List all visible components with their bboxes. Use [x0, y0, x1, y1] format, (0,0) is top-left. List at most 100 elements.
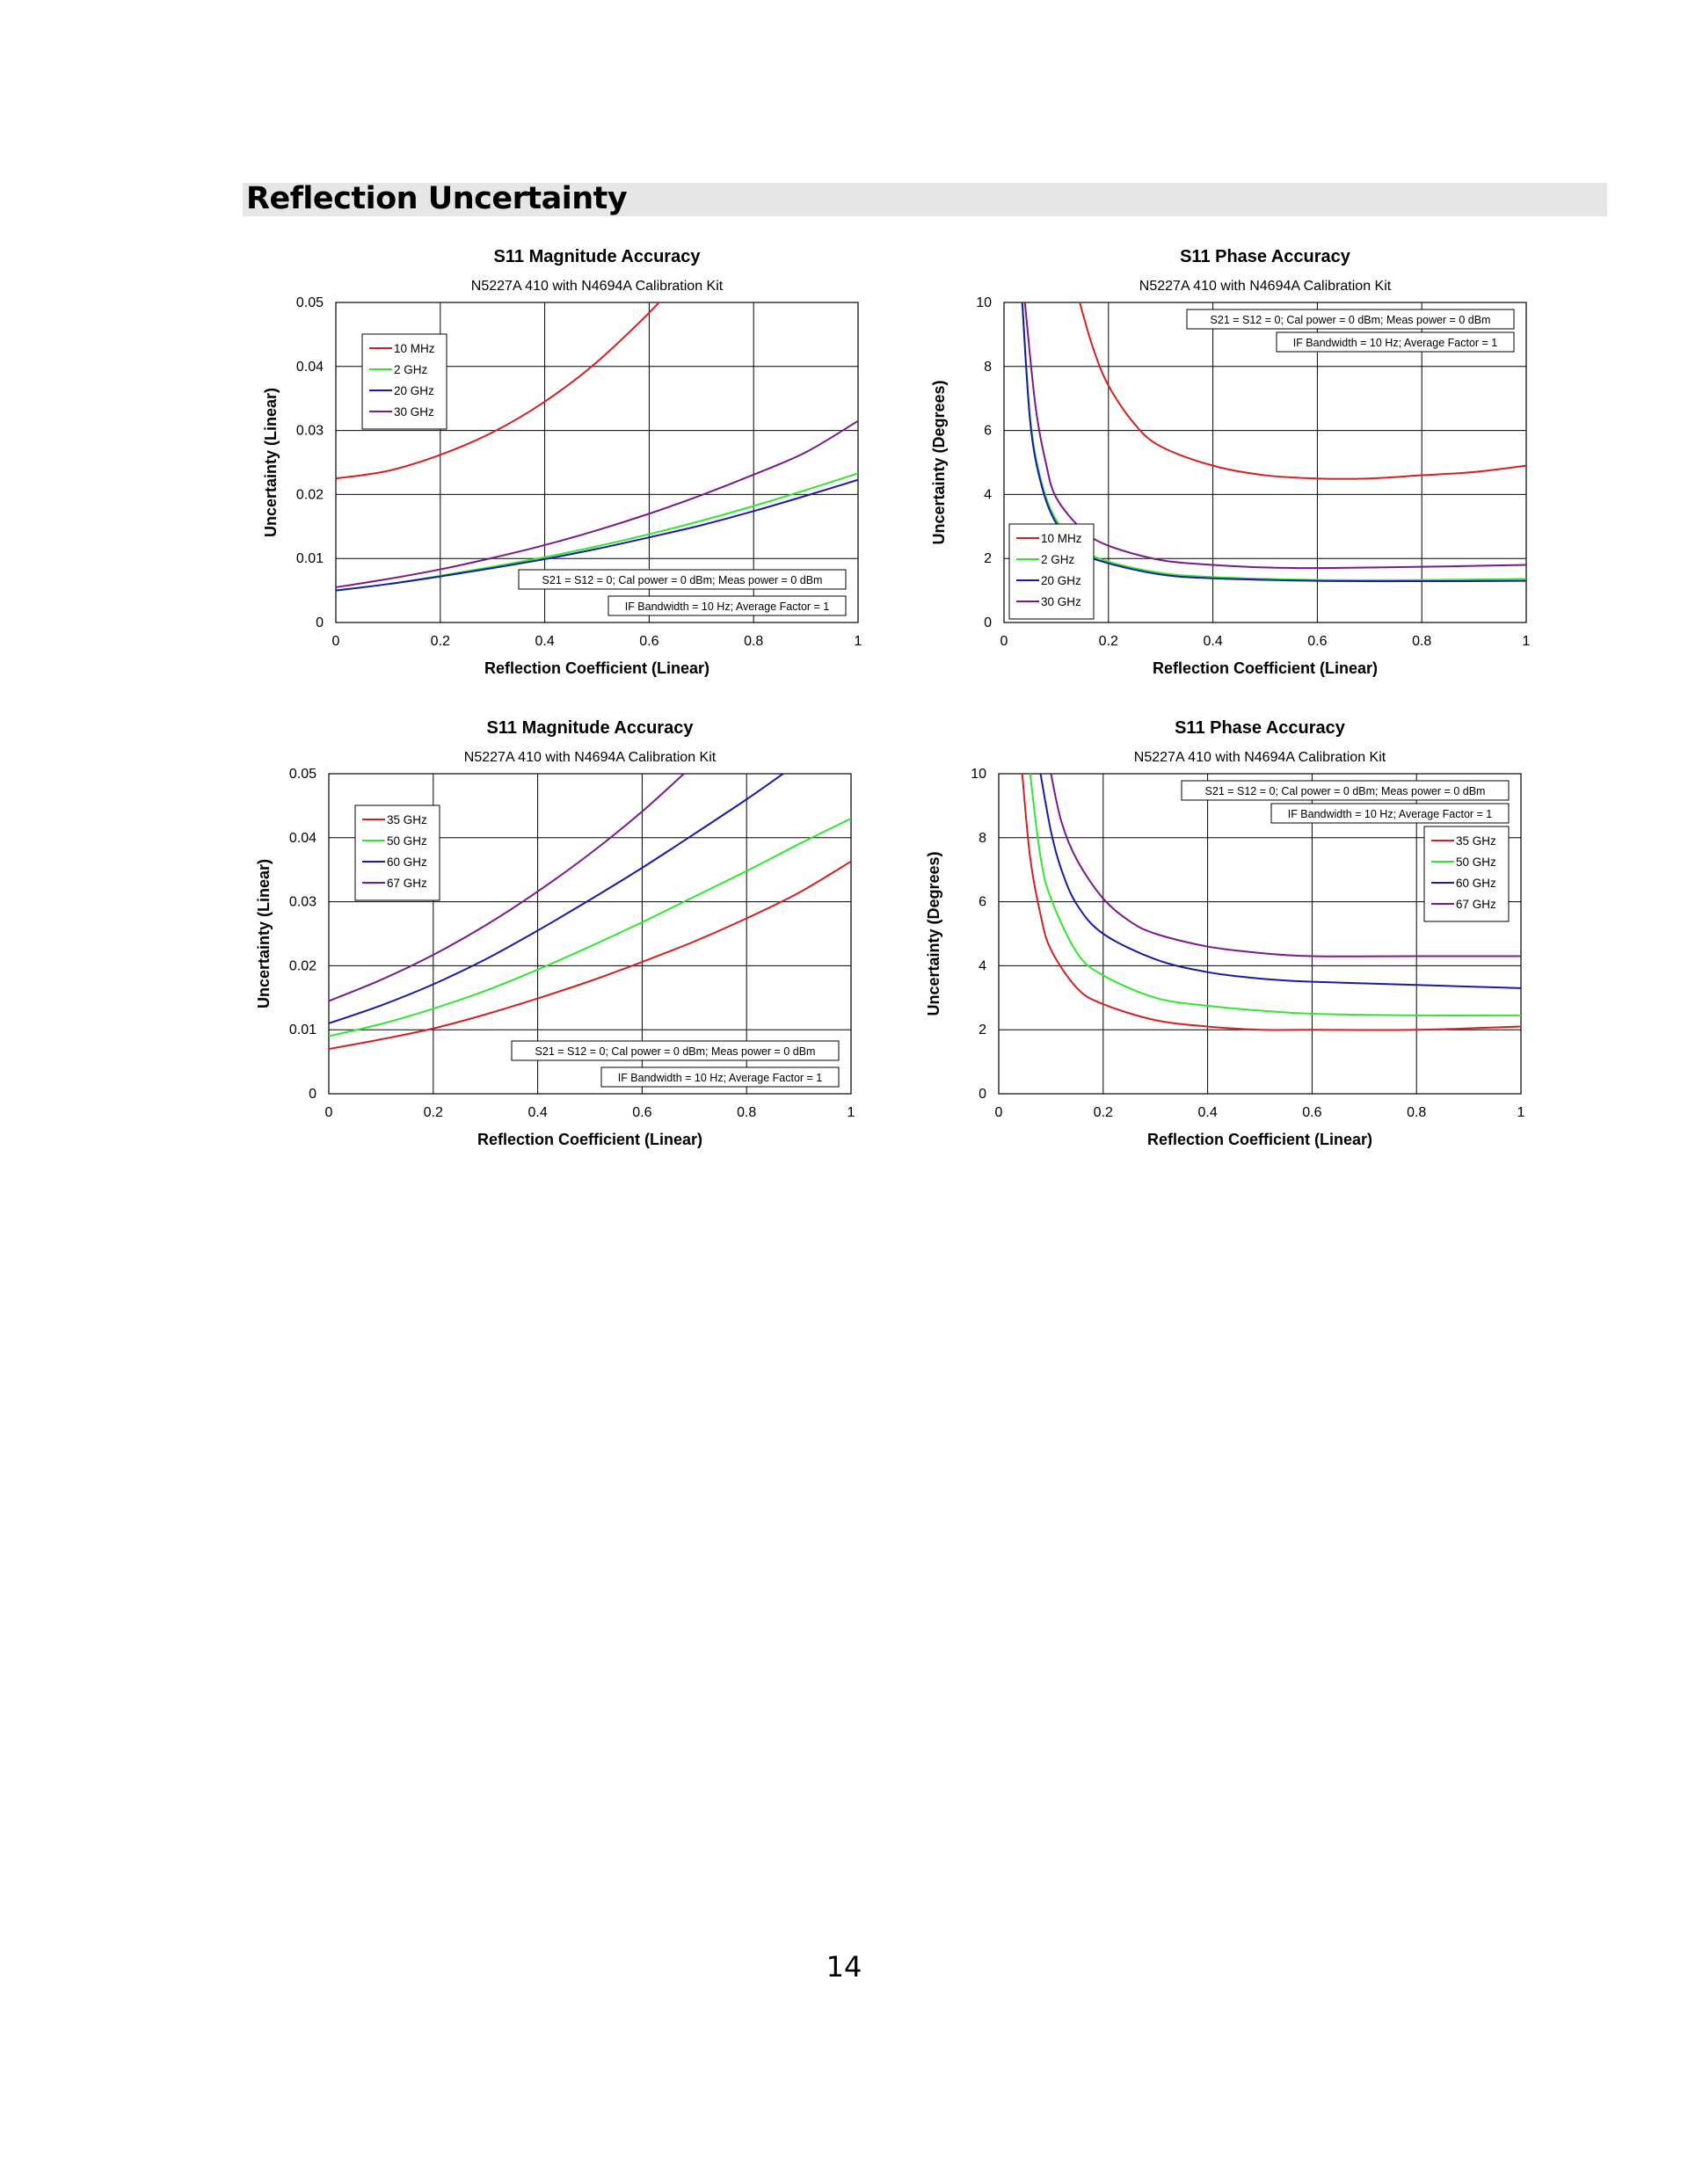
x-tick-label: 1 — [855, 634, 862, 649]
y-axis-label: Uncertainty (Degrees) — [930, 380, 948, 544]
legend-frame — [1423, 826, 1510, 922]
legend-label: 35 GHz — [387, 813, 427, 826]
chart-svg: S11 Phase Accuracy N5227A 410 with N4694A… — [925, 718, 1525, 1148]
y-tick-label: 6 — [984, 424, 992, 439]
note-text: S21 = S12 = 0; Cal power = 0 dBm; Meas p… — [542, 574, 823, 586]
legend-label: 30 GHz — [394, 405, 434, 419]
legend-label: 67 GHz — [1456, 898, 1496, 911]
note-box-frame — [518, 569, 847, 590]
x-tick-label: 0.2 — [1094, 1105, 1113, 1120]
y-tick-label: 0.03 — [289, 895, 316, 910]
x-tick-label: 0.8 — [1412, 634, 1431, 649]
plot-frame — [998, 773, 1522, 1095]
legend-label: 60 GHz — [1456, 877, 1496, 890]
legend-label: 10 MHz — [1041, 532, 1082, 545]
note-box: S21 = S12 = 0; Cal power = 0 dBm; Meas p… — [518, 569, 847, 590]
note-box-frame — [608, 595, 847, 616]
legend: 10 MHz 2 GHz 20 GHz 30 GHz — [361, 333, 447, 430]
series-line-20-ghz — [1021, 302, 1526, 583]
series-line-30-ghz — [1023, 302, 1526, 570]
legend-frame — [1008, 523, 1095, 620]
x-axis-label: Reflection Coefficient (Linear) — [484, 659, 709, 677]
y-tick-label: 8 — [979, 831, 986, 846]
legend-label: 30 GHz — [1041, 595, 1081, 608]
series-line-20-ghz — [336, 478, 858, 592]
x-axis-label: Reflection Coefficient (Linear) — [1147, 1131, 1372, 1148]
legend-label: 10 MHz — [394, 342, 435, 355]
series-line-35-ghz — [1021, 774, 1521, 1031]
chart-svg: S11 Magnitude Accuracy N5227A 410 with N4… — [255, 718, 855, 1148]
x-tick-label: 0.2 — [424, 1105, 443, 1120]
x-tick-label: 0.6 — [632, 1105, 651, 1120]
x-tick-label: 0.2 — [1099, 634, 1118, 649]
y-tick-label: 4 — [979, 958, 986, 973]
x-tick-label: 0 — [325, 1105, 333, 1120]
note-text: IF Bandwidth = 10 Hz; Average Factor = 1 — [625, 601, 830, 613]
x-tick-label: 0.4 — [1197, 1105, 1217, 1120]
x-tick-label: 0.6 — [1307, 634, 1327, 649]
chart-phase-high-freq: S11 Phase Accuracy N5227A 410 with N4694A… — [918, 710, 1525, 1168]
note-text: S21 = S12 = 0; Cal power = 0 dBm; Meas p… — [535, 1045, 816, 1058]
y-tick-label: 0.01 — [296, 551, 324, 566]
x-tick-label: 0.6 — [639, 634, 658, 649]
legend-label: 60 GHz — [387, 855, 427, 869]
x-axis-label: Reflection Coefficient (Linear) — [477, 1131, 702, 1148]
legend-label: 2 GHz — [394, 363, 428, 376]
legend-frame — [361, 333, 447, 430]
page-number: 14 — [826, 1950, 862, 1984]
chart-svg: S11 Magnitude Accuracy N5227A 410 with N4… — [262, 247, 862, 677]
note-box: S21 = S12 = 0; Cal power = 0 dBm; Meas p… — [511, 1040, 840, 1061]
note-box: IF Bandwidth = 10 Hz; Average Factor = 1 — [608, 595, 847, 616]
y-tick-label: 0.04 — [289, 831, 316, 846]
chart-magnitude-high-freq: S11 Magnitude Accuracy N5227A 410 with N4… — [248, 710, 855, 1168]
note-box: S21 = S12 = 0; Cal power = 0 dBm; Meas p… — [1181, 780, 1510, 801]
note-box-frame — [1181, 780, 1510, 801]
y-tick-label: 6 — [979, 895, 986, 910]
series-line-10-mhz — [1079, 302, 1526, 480]
x-tick-label: 0.4 — [1203, 634, 1222, 649]
note-box-frame — [600, 1067, 840, 1088]
note-box-frame — [511, 1040, 840, 1061]
y-tick-label: 0 — [309, 1087, 316, 1102]
chart-subtitle: N5227A 410 with N4694A Calibration Kit — [1139, 279, 1392, 294]
y-tick-label: 10 — [976, 295, 992, 310]
note-box: IF Bandwidth = 10 Hz; Average Factor = 1 — [1270, 803, 1510, 824]
x-tick-label: 0.8 — [737, 1105, 756, 1120]
series-line-50-ghz — [1029, 774, 1521, 1016]
y-tick-label: 0.03 — [296, 424, 324, 439]
series-line-60-ghz — [329, 774, 784, 1024]
note-box-frame — [1270, 803, 1510, 824]
legend-label: 35 GHz — [1456, 834, 1496, 848]
chart-title: S11 Magnitude Accuracy — [487, 718, 695, 738]
plot-frame — [328, 773, 852, 1095]
series-line-67-ghz — [1050, 774, 1521, 957]
chart-subtitle: N5227A 410 with N4694A Calibration Kit — [464, 750, 717, 765]
y-tick-label: 0 — [984, 615, 992, 630]
x-tick-label: 0.2 — [431, 634, 450, 649]
note-text: S21 = S12 = 0; Cal power = 0 dBm; Meas p… — [1211, 314, 1491, 326]
legend-label: 20 GHz — [1041, 574, 1081, 587]
note-box-frame — [1276, 331, 1515, 353]
x-tick-label: 1 — [848, 1105, 855, 1120]
y-tick-label: 10 — [971, 767, 986, 782]
series-line-60-ghz — [1039, 774, 1521, 989]
note-text: IF Bandwidth = 10 Hz; Average Factor = 1 — [1293, 337, 1498, 349]
x-axis-label: Reflection Coefficient (Linear) — [1153, 659, 1378, 677]
y-tick-label: 0 — [316, 615, 324, 630]
y-tick-label: 2 — [984, 551, 992, 566]
x-tick-label: 0 — [332, 634, 340, 649]
legend-label: 2 GHz — [1041, 553, 1075, 566]
legend-frame — [354, 804, 440, 901]
chart-title: S11 Magnitude Accuracy — [494, 247, 702, 266]
y-tick-label: 0.05 — [289, 767, 316, 782]
y-tick-label: 0.01 — [289, 1023, 316, 1037]
x-tick-label: 0 — [1000, 634, 1008, 649]
note-text: IF Bandwidth = 10 Hz; Average Factor = 1 — [1288, 808, 1493, 820]
y-tick-label: 8 — [984, 360, 992, 375]
legend-label: 50 GHz — [387, 834, 427, 848]
series-line-10-mhz — [336, 302, 660, 480]
note-box: IF Bandwidth = 10 Hz; Average Factor = 1 — [1276, 331, 1515, 353]
x-tick-label: 0.8 — [744, 634, 763, 649]
plot-frame — [1003, 302, 1527, 623]
series-line-30-ghz — [336, 419, 858, 588]
